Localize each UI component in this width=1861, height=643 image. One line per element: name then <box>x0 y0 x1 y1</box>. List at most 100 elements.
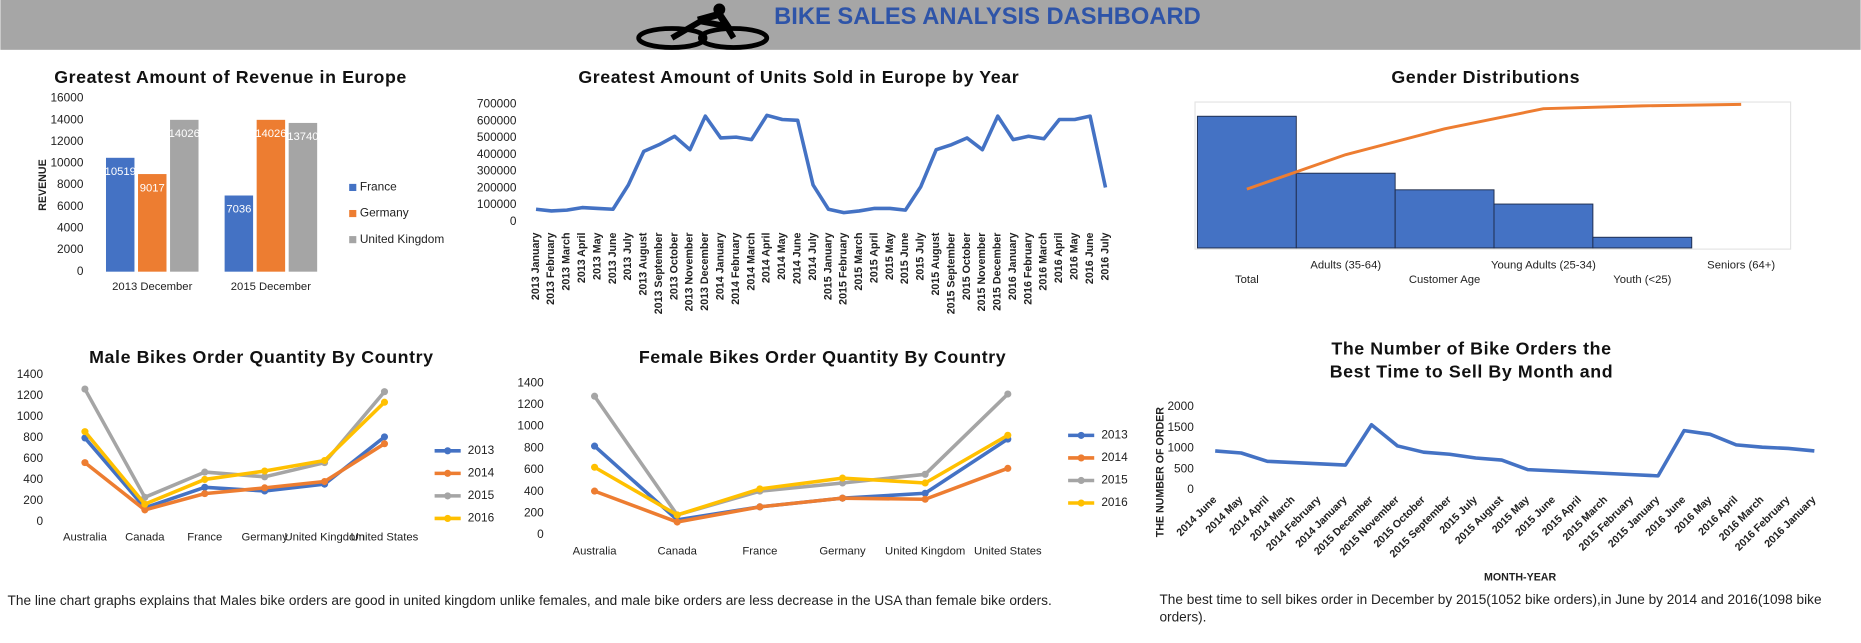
x-tick-label: 2016 February <box>1022 232 1034 304</box>
line-marker <box>921 479 929 487</box>
x-tick-label: 2015 July <box>915 232 927 280</box>
x-tick-label: 2015 November <box>976 233 988 312</box>
line-marker <box>838 494 847 502</box>
x-tick-label: 2013 February <box>545 232 557 304</box>
x-tick-label: 2013 July <box>622 232 634 280</box>
chart-title: Female Bikes Order Quantity By Country <box>639 347 1006 367</box>
line-marker <box>141 506 149 514</box>
y-tick-label: 300000 <box>477 164 517 178</box>
x-tick-label: 2013 June <box>607 232 619 284</box>
bar <box>138 174 167 272</box>
legend-swatch <box>349 236 357 244</box>
legend-label: 2013 <box>468 443 495 457</box>
legend-swatch <box>349 209 357 218</box>
line-marker <box>81 459 89 467</box>
x-tick-label: 2015 January <box>822 232 834 300</box>
x-tick-label: 2013 December <box>699 233 711 311</box>
x-tick-label: 2016 July <box>1099 232 1111 280</box>
y-tick-label: 0 <box>510 214 517 228</box>
legend-marker <box>444 514 452 522</box>
x-tick-label: 2013 October <box>668 233 680 301</box>
x-tick-label: United States <box>351 531 419 543</box>
x-tick-label: Adults (35-64) <box>1310 260 1381 272</box>
bar-value-label: 14026 <box>169 128 200 140</box>
x-tick-label: 2015 March <box>853 233 865 291</box>
line-series <box>593 437 1009 522</box>
y-tick-label: 500 <box>1174 461 1194 475</box>
line-marker <box>591 487 599 495</box>
x-tick-label: 2014 March <box>745 233 757 291</box>
line-marker <box>591 463 599 471</box>
x-tick-label: 2015 October <box>961 233 973 301</box>
line-series <box>593 392 1010 517</box>
x-tick-label: Seniors (64+) <box>1707 260 1775 272</box>
x-tick-label: 2016 January <box>1007 232 1019 300</box>
x-tick-label: France <box>742 546 777 558</box>
y-tick-label: 400000 <box>477 147 517 161</box>
y-tick-label: 14000 <box>50 112 83 126</box>
legend-marker <box>444 469 452 477</box>
line-marker <box>141 493 149 501</box>
line-marker <box>321 456 329 465</box>
note: The line chart graphs explains that Male… <box>7 594 1052 609</box>
note-box: The line chart graphs explains that Male… <box>7 594 1052 609</box>
chart-title: Male Bikes Order Quantity By Country <box>89 347 433 367</box>
line-marker <box>81 428 89 436</box>
x-tick-label: Germany <box>819 546 866 558</box>
y-tick-label: 4000 <box>57 221 84 235</box>
bar <box>170 119 199 272</box>
bar-value-label: 13740 <box>287 131 318 143</box>
y-tick-label: 8000 <box>57 177 84 191</box>
line-series <box>83 442 386 512</box>
y-tick-label: 700000 <box>477 97 517 111</box>
line-marker <box>921 489 929 497</box>
y-tick-label: 0 <box>37 514 44 528</box>
x-tick-label: Canada <box>125 531 165 543</box>
x-tick-label: 2016 April <box>1053 232 1065 283</box>
line-marker <box>261 473 269 481</box>
legend-label: 2015 <box>1101 473 1128 487</box>
y-tick-label: 600000 <box>477 113 517 127</box>
line-marker <box>261 484 269 492</box>
line-marker <box>838 474 847 482</box>
line-marker <box>380 398 389 406</box>
x-tick-label: Customer Age <box>1409 274 1480 286</box>
line-marker <box>673 511 681 519</box>
x-tick-label: France <box>187 531 222 543</box>
note-box: The best time to sell bikes order in Dec… <box>1159 593 1821 625</box>
legend-label: 2014 <box>1101 450 1128 464</box>
y-tick-label: 0 <box>77 264 84 278</box>
y-tick-label: 1500 <box>1167 420 1194 434</box>
chart-title: The Number of Bike Orders the Best Time … <box>1329 339 1614 388</box>
chart-title: Greatest Amount of Revenue in Europe <box>54 67 407 87</box>
bar-value-label: 10519 <box>105 166 136 178</box>
y-tick-label: 400 <box>23 472 43 486</box>
line-marker <box>756 485 764 493</box>
bar <box>1493 203 1594 249</box>
chart-title: Greatest Amount of Units Sold in Europe … <box>578 67 1019 87</box>
dashboard-title: BIKE SALES ANALYSIS DASHBOARD <box>774 4 1201 30</box>
bar-value-label: 9017 <box>140 182 165 194</box>
y-tick-label: 10000 <box>50 156 83 170</box>
y-tick-label: 200 <box>23 493 43 507</box>
legend-label: 2014 <box>468 465 495 479</box>
y-tick-label: 6000 <box>57 199 84 213</box>
legend-marker <box>1077 454 1085 462</box>
x-tick-label: 2015 August <box>930 232 942 295</box>
legend-swatch <box>349 183 357 192</box>
line-marker <box>261 467 269 475</box>
bar <box>224 195 254 272</box>
line-series <box>83 400 386 506</box>
bar <box>288 122 318 272</box>
y-axis-label: REVENUE <box>37 159 49 211</box>
x-tick-label: 2014 January <box>715 232 727 300</box>
x-tick-label: 2015 April <box>868 232 880 283</box>
legend-label: United Kingdom <box>360 232 445 246</box>
line-marker <box>380 388 389 396</box>
x-tick-label: 2014 June <box>791 232 803 284</box>
y-tick-label: 200 <box>524 505 544 519</box>
y-tick-label: 16000 <box>50 91 83 105</box>
bar <box>105 157 135 272</box>
y-tick-label: 1400 <box>517 375 544 389</box>
y-tick-label: 12000 <box>50 134 83 148</box>
